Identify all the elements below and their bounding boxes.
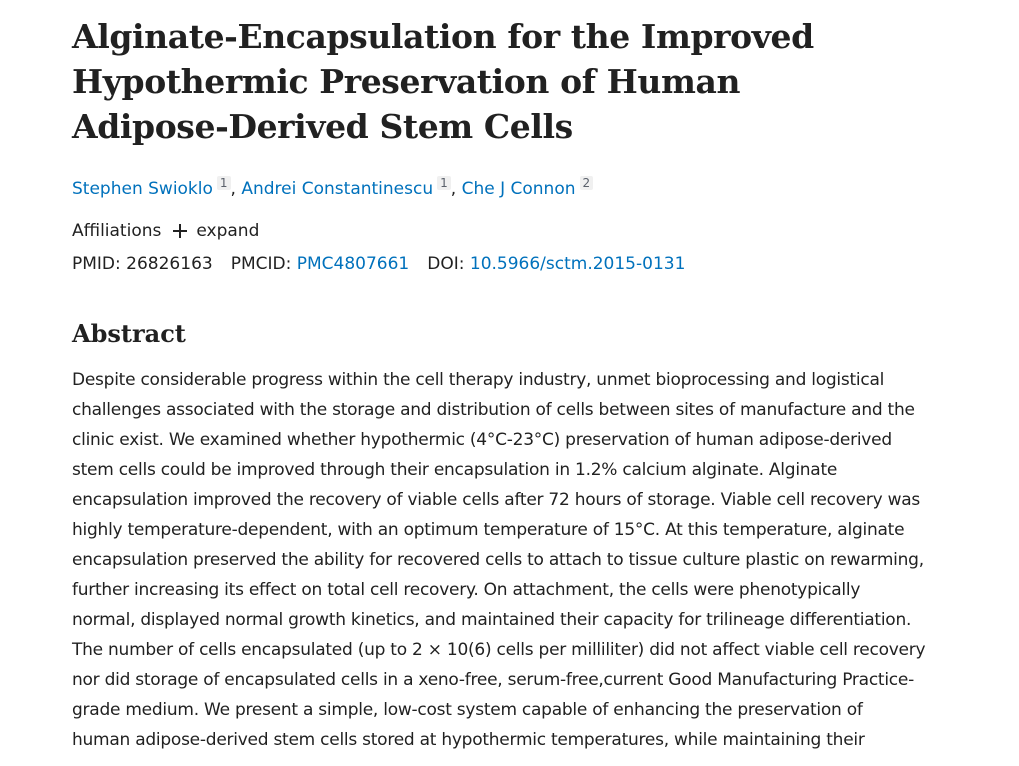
expand-affiliations-button[interactable]: expand: [173, 219, 259, 243]
pmcid-label: PMCID:: [230, 254, 292, 274]
abstract-line: encapsulation improved the recovery of v…: [72, 490, 920, 510]
abstract-line: clinic exist. We examined whether hypoth…: [72, 430, 892, 450]
abstract-line: stem cells could be improved through the…: [72, 460, 838, 480]
affiliation-number[interactable]: 1: [437, 176, 451, 190]
abstract-line: highly temperature-dependent, with an op…: [72, 520, 905, 540]
abstract-line: Despite considerable progress within the…: [72, 370, 885, 390]
abstract-line: nor did storage of encapsulated cells in…: [72, 670, 914, 690]
abstract-line: grade medium. We present a simple, low-c…: [72, 700, 863, 720]
pmcid: PMCID: PMC4807661: [231, 252, 410, 276]
abstract-line: challenges associated with the storage a…: [72, 400, 915, 420]
pmcid-link[interactable]: PMC4807661: [296, 254, 410, 274]
doi-label: DOI:: [427, 254, 465, 274]
affiliation-number[interactable]: 2: [579, 176, 594, 190]
abstract-body: Despite considerable progress within the…: [72, 365, 973, 755]
identifiers-row: PMID: 26826163 PMCID: PMC4807661 DOI: 10…: [72, 252, 973, 276]
abstract-line: further increasing its effect on total c…: [72, 580, 861, 600]
abstract-line: normal, displayed normal growth kinetics…: [72, 610, 912, 630]
author-link[interactable]: Stephen Swioklo: [72, 179, 213, 199]
affiliation-number[interactable]: 1: [216, 176, 231, 190]
author-link[interactable]: Andrei Constantinescu: [241, 179, 434, 199]
author-separator: ,: [450, 179, 457, 199]
doi-link[interactable]: 10.5966/sctm.2015-0131: [469, 254, 686, 274]
author-link[interactable]: Che J Connon: [461, 179, 576, 199]
affiliations-label: Affiliations: [72, 221, 162, 241]
author-list: Stephen Swioklo 1, Andrei Constantinescu 1…: [72, 176, 973, 201]
abstract-line: human adipose-derived stem cells stored …: [72, 730, 865, 750]
author-separator: ,: [230, 179, 236, 199]
abstract-line: encapsulation preserved the ability for …: [72, 550, 924, 570]
abstract-heading: Abstract: [72, 319, 186, 348]
doi: DOI: 10.5966/sctm.2015-0131: [427, 252, 685, 276]
article-title: Alginate-Encapsulation for the Improved …: [72, 17, 814, 146]
affiliations-row: Affiliations expand: [72, 219, 973, 243]
plus-icon: [173, 224, 188, 238]
pmid: PMID: 26826163: [72, 252, 213, 276]
abstract-line: The number of cells encapsulated (up to …: [72, 640, 926, 660]
pmid-label: PMID:: [72, 254, 121, 274]
pmid-value: 26826163: [126, 254, 213, 274]
expand-label: expand: [196, 221, 260, 241]
